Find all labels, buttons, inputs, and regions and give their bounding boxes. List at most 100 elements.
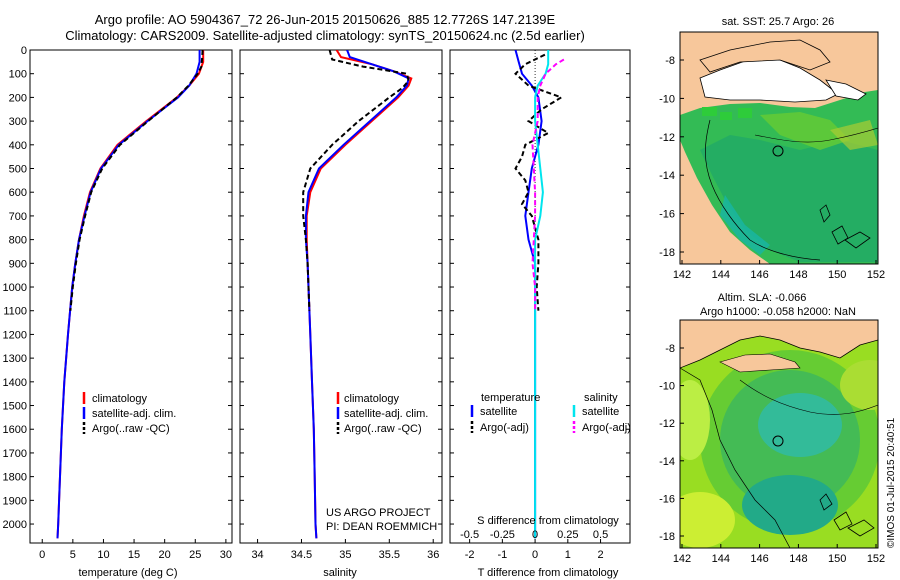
temperature-legend: climatology satellite-adj. clim. Argo(..… (82, 392, 176, 435)
map-y-tick-label: -16 (659, 493, 675, 505)
depth-tick-label: 1700 (3, 448, 27, 460)
x-tick-label: 34.5 (291, 549, 312, 561)
sst-map-title: sat. SST: 25.7 Argo: 26 (722, 16, 835, 28)
secondary-x-tick-label: 0 (532, 529, 538, 541)
depth-tick-label: 100 (9, 69, 27, 81)
map-y-tick-label: -12 (659, 418, 675, 430)
x-tick-label: 2 (597, 549, 603, 561)
map-x-tick-label: 142 (673, 269, 691, 281)
x-tick-label: 25 (189, 549, 201, 561)
x-tick-label: 35.5 (379, 549, 400, 561)
map-x-tick-label: 148 (789, 553, 807, 565)
depth-tick-label: 1500 (3, 401, 27, 413)
x-tick-label: -2 (465, 549, 475, 561)
series-line-satellite-adj-clim- (304, 50, 410, 539)
depth-tick-label: 1600 (3, 424, 27, 436)
map-x-tick-label: 150 (828, 269, 846, 281)
secondary-x-tick-label: 0.5 (593, 529, 608, 541)
x-tick-label: 36 (427, 549, 439, 561)
x-tick-label: 20 (159, 549, 171, 561)
map-x-tick-label: 146 (750, 553, 768, 565)
map-x-tick-label: 144 (712, 269, 730, 281)
series-line-salinity-argo-adj- (531, 58, 565, 311)
depth-tick-label: 200 (9, 92, 27, 104)
temperature-panel-frame (29, 49, 233, 544)
temperature-xlabel: temperature (deg C) (78, 567, 177, 579)
sla-argo-position-marker (772, 435, 784, 447)
map-y-tick-label: -10 (659, 93, 675, 105)
map-y-tick-label: -8 (665, 343, 675, 355)
map-y-tick-label: -14 (659, 170, 675, 182)
depth-tick-label: 400 (9, 140, 27, 152)
depth-tick-label: 1800 (3, 472, 27, 484)
imos-credit: ©IMOS 01-Jul-2015 20:40:51 (886, 417, 897, 548)
map-y-tick-label: -12 (659, 132, 675, 144)
sst-map (680, 32, 878, 264)
depth-tick-label: 600 (9, 187, 27, 199)
difference-legend-t-argo: Argo(-adj) (480, 422, 529, 434)
difference-legend-temperature-title: temperature (481, 392, 540, 404)
x-tick-label: 0 (532, 549, 538, 561)
series-line-argo-raw-qc- (69, 50, 204, 311)
depth-tick-label: 0 (21, 45, 27, 57)
temperature-legend-climatology: climatology (92, 393, 148, 405)
map-x-tick-label: 150 (828, 553, 846, 565)
difference-secondary-xlabel: S difference from climatology (477, 515, 619, 527)
series-line-salinity-satellite (534, 50, 550, 539)
x-tick-label: 0 (39, 549, 45, 561)
secondary-x-tick-label: 0.25 (557, 529, 578, 541)
temperature-legend-argo: Argo(..raw -QC) (92, 423, 170, 435)
secondary-x-tick-label: -0.5 (460, 529, 479, 541)
map-x-tick-label: 144 (712, 553, 730, 565)
salinity-legend: climatology satellite-adj. clim. Argo(..… (326, 392, 437, 533)
secondary-x-tick-label: -0.25 (490, 529, 515, 541)
salinity-legend-argo: Argo(..raw -QC) (344, 423, 422, 435)
depth-tick-label: 300 (9, 116, 27, 128)
salinity-xlabel: salinity (323, 567, 357, 579)
difference-legend-t-satellite: satellite (480, 406, 517, 418)
map-y-tick-label: -10 (659, 381, 675, 393)
depth-tick-label: 1200 (3, 329, 27, 341)
map-x-tick-label: 152 (867, 269, 885, 281)
salinity-legend-satellite: satellite-adj. clim. (344, 408, 428, 420)
depth-tick-label: 900 (9, 258, 27, 270)
depth-tick-label: 500 (9, 164, 27, 176)
x-tick-label: 35 (339, 549, 351, 561)
map-y-tick-label: -18 (659, 247, 675, 259)
difference-legend-s-satellite: satellite (582, 406, 619, 418)
difference-legend: temperature salinity satellite Argo(-adj… (470, 392, 631, 434)
depth-tick-label: 1000 (3, 282, 27, 294)
project-annotation: US ARGO PROJECT (326, 507, 431, 519)
x-tick-label: 30 (220, 549, 232, 561)
x-tick-label: -1 (497, 549, 507, 561)
depth-tick-label: 1400 (3, 377, 27, 389)
salinity-panel-frame (239, 49, 443, 544)
depth-tick-label: 1300 (3, 353, 27, 365)
x-tick-label: 34 (251, 549, 263, 561)
sst-argo-position-marker (772, 145, 784, 157)
depth-tick-label: 2000 (3, 519, 27, 531)
map-x-tick-label: 148 (789, 269, 807, 281)
temperature-legend-satellite: satellite-adj. clim. (92, 408, 176, 420)
sla-map (680, 320, 878, 548)
header-subtitle: Climatology: CARS2009. Satellite-adjuste… (65, 28, 585, 43)
x-tick-label: 1 (565, 549, 571, 561)
difference-xlabel: T difference from climatology (478, 567, 619, 579)
depth-tick-label: 700 (9, 211, 27, 223)
depth-tick-label: 800 (9, 235, 27, 247)
series-line-temperature-argo-adj- (514, 53, 564, 311)
x-tick-label: 10 (97, 549, 109, 561)
sla-map-title-line2: Argo h1000: -0.058 h2000: NaN (700, 306, 856, 318)
map-x-tick-label: 142 (673, 553, 691, 565)
map-y-tick-label: -14 (659, 456, 675, 468)
map-y-tick-label: -18 (659, 531, 675, 543)
x-tick-label: 15 (128, 549, 140, 561)
depth-tick-label: 1900 (3, 495, 27, 507)
difference-legend-salinity-title: salinity (584, 392, 618, 404)
map-x-tick-label: 146 (750, 269, 768, 281)
x-tick-label: 5 (70, 549, 76, 561)
map-y-tick-label: -16 (659, 209, 675, 221)
header-title: Argo profile: AO 5904367_72 26-Jun-2015 … (94, 12, 556, 27)
pi-annotation: PI: DEAN ROEMMICH (326, 521, 437, 533)
